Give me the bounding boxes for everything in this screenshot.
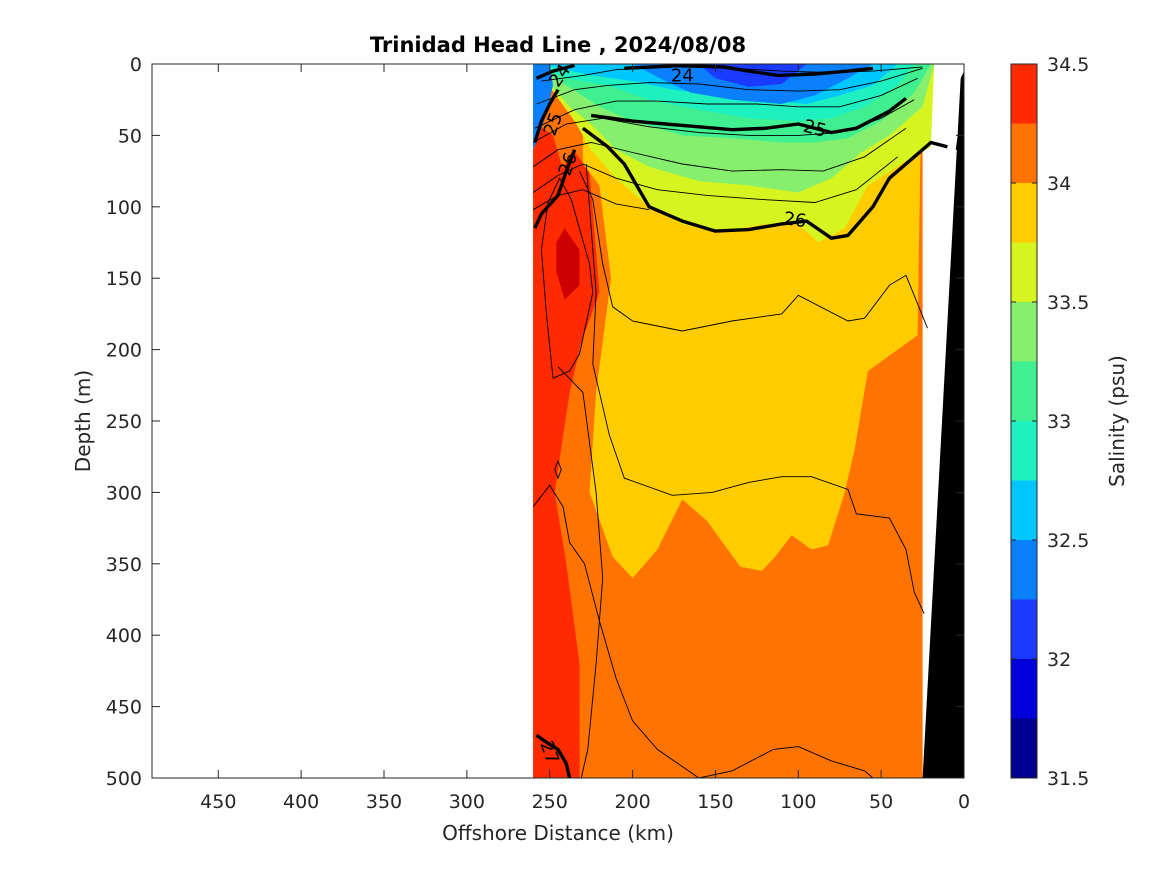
y-tick-label: 350 [106,554,142,576]
contour-label-24: 24 [671,65,694,86]
colorbar-tick-label: 33.5 [1047,292,1089,314]
x-tick-label: 0 [958,791,970,813]
bathymetry-seafloor [922,71,964,778]
isopycnal-line-10 [532,484,874,778]
y-tick-label: 450 [106,697,142,719]
x-tick-label: 50 [869,791,893,813]
y-axis-label: Depth (m) [71,370,95,472]
colorbar-band [1011,659,1037,719]
colorbar-tick-label: 33 [1047,411,1071,433]
x-tick-label: 450 [200,791,236,813]
isopycnal-line-4 [532,127,907,172]
chart-title: Trinidad Head Line , 2024/08/08 [370,33,746,57]
colorbar-band [1011,540,1037,600]
isopycnal-line-11 [557,366,604,778]
isopycnal-line-2 [534,77,918,129]
colorbar-band [1011,64,1037,124]
x-tick-label: 250 [532,791,568,813]
x-tick-label: 350 [366,791,402,813]
colorbar-band [1011,123,1037,183]
isopycnal-26-line [533,149,577,229]
colorbar: 31.5 32 32.5 33 33.5 34 34.5 [1010,54,1089,790]
colorbar-tick-label: 34 [1047,173,1071,195]
y-tick-label: 50 [118,125,142,147]
x-tick-label: 400 [283,791,319,813]
colorbar-tick-label: 34.5 [1047,54,1089,76]
x-axis-label: Offshore Distance (km) [442,821,674,845]
colorbar-band [1011,480,1037,540]
x-tick-label: 200 [614,791,650,813]
isopycnal-27-line [535,733,572,778]
isopycnal-line-1 [536,67,923,105]
isopycnal-24-line-east [624,64,874,78]
y-tick-label: 100 [106,197,142,219]
y-tick-label: 250 [106,411,142,433]
colorbar-tick-label: 31.5 [1047,768,1089,790]
y-tick-label: 400 [106,625,142,647]
y-tick-label: 500 [106,768,142,790]
isopycnal-25-line-east [590,96,908,135]
isopycnal-25-line [533,88,560,144]
y-tick-label: 300 [106,482,142,504]
isopycnal-line-7 [579,170,928,332]
isopycnal-line-9 [585,163,925,614]
colorbar-band [1011,718,1037,778]
isopycnal-line-12 [554,459,562,480]
y-tick-label: 0 [130,54,142,76]
contour-label-group-0: 24 [671,65,694,86]
salinity-fill-32 [698,64,807,87]
isopycnal-24-line [535,64,576,80]
colorbar-tick-label: 32.5 [1047,530,1089,552]
y-tick-label: 150 [106,268,142,290]
x-tick-label: 150 [697,791,733,813]
colorbar-label: Salinity (psu) [1105,355,1129,487]
colorbar-tick-label: 32 [1047,649,1071,671]
isopycnal-line-5 [532,156,898,203]
x-tick-label: 300 [449,791,485,813]
salinity-fill-33-75 [582,121,921,579]
colorbar-band [1011,361,1037,421]
y-tick-label: 200 [106,340,142,362]
y-axis: 0 50 100 150 200 250 300 350 400 450 500 [106,54,964,790]
isopycnal-line-8 [540,177,594,379]
colorbar-band [1011,421,1037,481]
isopycnal-26-line-east [581,126,948,240]
x-tick-label: 100 [780,791,816,813]
salinity-fill-34-5-core [556,228,580,300]
contour-label-26: 26 [782,208,808,232]
contour-label-group-4: 26 [782,208,808,232]
x-axis: 450 400 350 300 250 200 150 100 50 0 [200,64,970,813]
colorbar-band [1011,183,1037,243]
colorbar-band [1011,599,1037,659]
colorbar-band [1011,302,1037,362]
colorbar-band [1011,242,1037,302]
